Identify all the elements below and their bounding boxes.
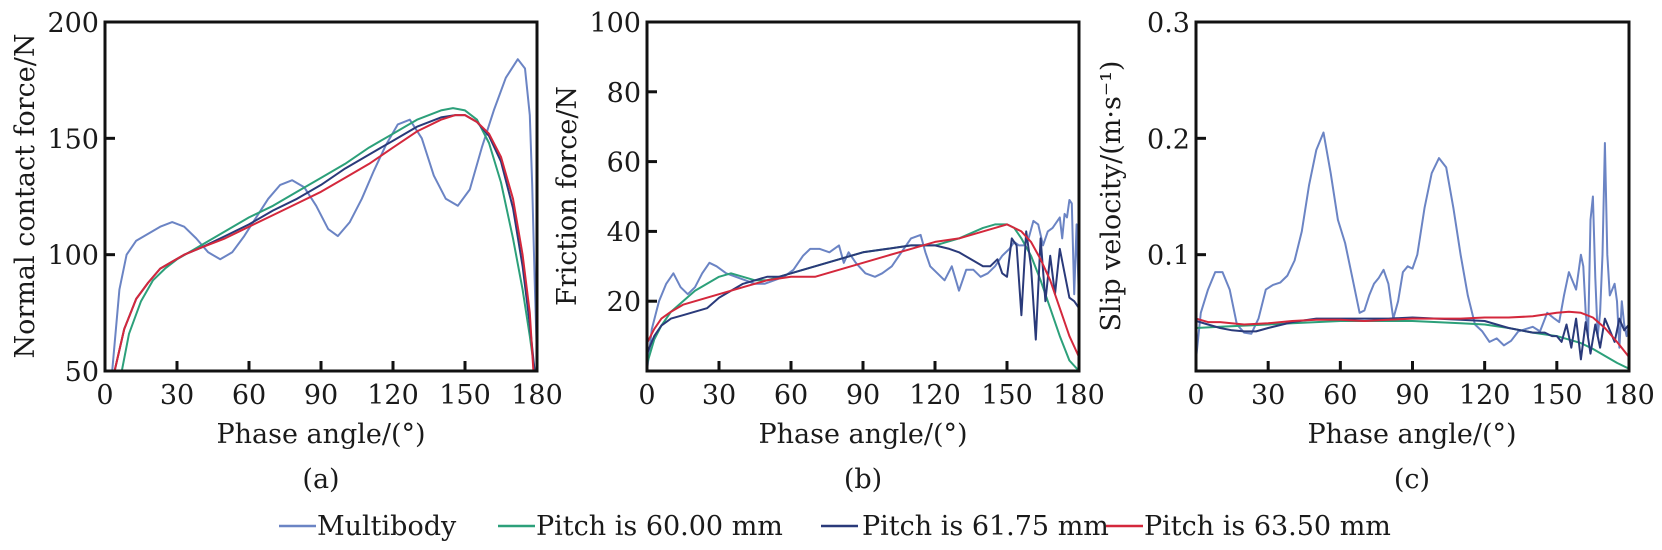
panel-a-xtick-label: 180 [511, 380, 563, 411]
panel-c-xtick-label: 90 [1395, 380, 1429, 411]
panel-a-xtick-label: 60 [232, 380, 266, 411]
panel-c-line-multibody [1196, 131, 1629, 360]
panel-a-xtick-label: 120 [367, 380, 419, 411]
panel-b-ylabel: Friction force/N [552, 86, 583, 306]
panel-c: Slip velocity/(m·s⁻¹) Phase angle/(°) (c… [1096, 8, 1655, 495]
legend-label-multibody: Multibody [317, 511, 457, 542]
panel-b-ytick-label: 60 [607, 148, 641, 179]
panel-b-xtick-label: 180 [1053, 380, 1105, 411]
panel-c-xlabel: Phase angle/(°) [1307, 419, 1516, 450]
panel-c-xtick-label: 30 [1251, 380, 1285, 411]
panel-c-xtick-label: 60 [1323, 380, 1357, 411]
panel-c-xtick-label: 0 [1187, 380, 1204, 411]
panel-b-line-pitch-is-63-50-mm [647, 223, 1079, 358]
panel-b-xtick-label: 60 [774, 380, 808, 411]
legend-label-pitch-63-50: Pitch is 63.50 mm [1144, 511, 1391, 542]
panel-a-xlabel: Phase angle/(°) [216, 419, 425, 450]
panel-b-line-pitch-is-61-75-mm [647, 230, 1079, 354]
panel-c-xtick-label: 150 [1531, 380, 1583, 411]
panel-c-series-group [1196, 131, 1629, 370]
panel-a-series-group [111, 58, 537, 371]
panel-a-ylabel: Normal contact force/N [10, 34, 41, 359]
panel-a-line-pitch-is-60-00-mm [120, 107, 536, 371]
panel-b-xtick-label: 30 [702, 380, 736, 411]
panel-b-ytick-label: 40 [607, 217, 641, 248]
panel-a-ytick-label: 100 [47, 241, 99, 272]
panel-b-xtick-label: 150 [981, 380, 1033, 411]
panel-a-ytick-label: 200 [47, 8, 99, 39]
panel-b-ytick-label: 80 [607, 78, 641, 109]
panel-b-line-pitch-is-60-00-mm [647, 223, 1079, 371]
panel-b-xtick-label: 120 [909, 380, 961, 411]
panel-b-xtick-label: 0 [638, 380, 655, 411]
panel-a-caption: (a) [302, 464, 339, 495]
panel-a-axes-frame [103, 20, 539, 373]
panel-a-line-multibody [111, 58, 537, 371]
panel-b: Friction force/N Phase angle/(°) (b) 0 30… [552, 8, 1105, 495]
panel-a-xtick-label: 30 [160, 380, 194, 411]
legend-label-pitch-60: Pitch is 60.00 mm [536, 511, 783, 542]
panel-a-line-pitch-is-63-50-mm [113, 114, 535, 371]
panel-b-ytick-label: 100 [589, 8, 641, 39]
panel-c-line-pitch-is-61-75-mm [1196, 316, 1629, 361]
panel-c-xtick-label: 180 [1603, 380, 1655, 411]
panel-c-caption: (c) [1394, 464, 1430, 495]
panel-b-xlabel: Phase angle/(°) [758, 419, 967, 450]
panel-a-xtick-label: 0 [96, 380, 113, 411]
panel-b-xtick-label: 90 [846, 380, 880, 411]
panel-b-ytick-label: 20 [607, 287, 641, 318]
panel-a-xtick-label: 90 [304, 380, 338, 411]
panel-a-ytick-label: 50 [65, 357, 99, 388]
panel-b-series-group [647, 199, 1079, 371]
panel-c-ytick-label: 0.3 [1147, 8, 1190, 39]
panel-a: Normal contact force/N Phase angle/(°) (… [10, 8, 563, 495]
panel-a-line-pitch-is-61-75-mm [113, 114, 536, 371]
legend-label-pitch-61-75: Pitch is 61.75 mm [862, 511, 1109, 542]
panel-b-caption: (b) [844, 464, 882, 495]
panel-c-xtick-label: 120 [1459, 380, 1511, 411]
panel-c-ytick-label: 0.1 [1147, 241, 1190, 272]
panel-c-ytick-label: 0.2 [1147, 124, 1190, 155]
panel-c-line-pitch-is-60-00-mm [1196, 320, 1629, 370]
legend: Multibody Pitch is 60.00 mm Pitch is 61.… [279, 511, 1391, 542]
panel-a-xtick-label: 150 [439, 380, 491, 411]
panel-a-ytick-label: 150 [47, 124, 99, 155]
panel-b-line-multibody [647, 199, 1079, 371]
panel-b-axes-frame [645, 20, 1081, 373]
panel-c-line-pitch-is-63-50-mm [1196, 310, 1629, 358]
panel-c-ylabel: Slip velocity/(m·s⁻¹) [1096, 61, 1127, 332]
